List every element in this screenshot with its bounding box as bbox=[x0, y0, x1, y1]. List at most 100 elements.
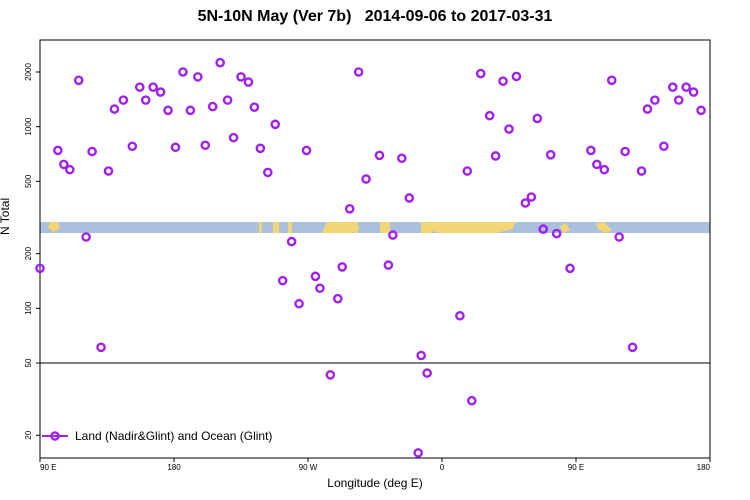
data-point bbox=[620, 146, 630, 157]
data-point bbox=[565, 263, 575, 274]
data-point bbox=[103, 166, 114, 176]
legend-label: Land (Nadir&Glint) and Ocean (Glint) bbox=[75, 429, 272, 443]
data-point bbox=[404, 193, 415, 203]
data-point bbox=[243, 77, 254, 87]
data-point bbox=[383, 260, 394, 270]
data-point bbox=[148, 82, 158, 92]
data-point bbox=[127, 141, 138, 152]
data-point bbox=[673, 95, 684, 105]
data-point bbox=[532, 113, 543, 124]
x-tick-label: 90 W bbox=[299, 463, 318, 472]
x-tick-label: 90 E bbox=[568, 463, 584, 472]
land-band bbox=[420, 222, 516, 233]
data-point bbox=[627, 342, 638, 353]
y-tick-label: 20 bbox=[24, 430, 33, 439]
data-point bbox=[53, 145, 63, 156]
data-point bbox=[337, 262, 348, 272]
data-point bbox=[413, 448, 423, 458]
data-point bbox=[592, 159, 602, 170]
data-point bbox=[659, 141, 669, 152]
axes: 90 E 180 90 W 0 90 E 180 20 50 100 200 500 1000 2000 bbox=[24, 63, 711, 472]
data-point bbox=[538, 224, 549, 234]
data-point bbox=[64, 164, 75, 175]
data-point bbox=[277, 275, 288, 286]
data-point bbox=[301, 145, 312, 156]
data-point bbox=[163, 105, 173, 116]
data-point bbox=[228, 132, 239, 143]
data-point bbox=[520, 198, 531, 208]
data-point bbox=[35, 263, 45, 274]
data-point bbox=[178, 67, 188, 77]
data-point bbox=[688, 87, 699, 97]
data-point bbox=[526, 192, 537, 202]
data-point bbox=[696, 105, 706, 116]
data-point bbox=[73, 75, 84, 86]
data-point bbox=[170, 142, 181, 153]
data-point bbox=[286, 236, 297, 247]
plot-frame bbox=[39, 39, 711, 459]
data-point bbox=[490, 151, 501, 161]
land-ocean-strip bbox=[40, 222, 710, 233]
data-point bbox=[586, 145, 596, 156]
y-tick-label: 500 bbox=[24, 174, 33, 188]
land-band bbox=[48, 222, 60, 232]
data-points bbox=[35, 57, 706, 458]
x-tick-label: 180 bbox=[697, 463, 711, 472]
land-band bbox=[259, 222, 262, 233]
y-tick-label: 100 bbox=[24, 301, 33, 315]
land-band bbox=[322, 222, 360, 233]
data-point bbox=[222, 95, 233, 105]
data-point bbox=[262, 167, 273, 178]
data-point bbox=[361, 174, 371, 184]
ocean-band bbox=[40, 222, 710, 233]
data-point bbox=[396, 153, 407, 164]
y-tick-label: 1000 bbox=[24, 117, 33, 135]
data-point bbox=[642, 104, 653, 114]
data-point bbox=[87, 146, 97, 157]
data-point bbox=[255, 143, 266, 154]
data-point bbox=[118, 95, 129, 105]
data-point bbox=[636, 166, 647, 176]
data-point bbox=[59, 159, 69, 170]
data-point bbox=[511, 71, 522, 82]
data-point bbox=[614, 232, 624, 242]
data-point bbox=[681, 82, 691, 92]
data-point bbox=[545, 150, 556, 160]
data-point bbox=[498, 76, 508, 86]
x-axis-label: Longitude (deg E) bbox=[327, 476, 423, 490]
data-point bbox=[310, 271, 321, 282]
legend-marker bbox=[50, 431, 60, 441]
data-point bbox=[353, 67, 364, 77]
data-point bbox=[249, 102, 260, 112]
x-tick-label: 180 bbox=[167, 463, 181, 472]
x-tick-label: 90 E bbox=[40, 463, 56, 472]
land-band bbox=[560, 223, 570, 233]
land-band bbox=[273, 222, 279, 233]
data-point bbox=[551, 228, 562, 239]
data-point bbox=[462, 166, 473, 176]
data-point bbox=[315, 283, 325, 294]
data-point bbox=[422, 368, 432, 378]
data-point bbox=[455, 310, 465, 321]
data-point bbox=[374, 150, 385, 161]
data-point bbox=[484, 110, 495, 121]
data-point bbox=[294, 298, 304, 309]
land-band bbox=[380, 222, 390, 233]
data-point bbox=[215, 57, 225, 68]
data-point bbox=[81, 232, 91, 242]
data-point bbox=[134, 82, 145, 92]
data-point bbox=[185, 105, 196, 116]
data-point bbox=[236, 72, 246, 82]
data-point bbox=[606, 75, 617, 86]
land-band bbox=[596, 222, 612, 233]
data-point bbox=[193, 72, 203, 82]
data-point bbox=[344, 204, 355, 214]
data-point bbox=[270, 119, 281, 130]
data-point bbox=[466, 395, 477, 406]
land-band bbox=[288, 222, 292, 233]
data-point bbox=[388, 230, 398, 240]
legend: Land (Nadir&Glint) and Ocean (Glint) bbox=[42, 429, 272, 443]
data-point bbox=[155, 87, 166, 97]
y-tick-label: 50 bbox=[24, 358, 33, 367]
